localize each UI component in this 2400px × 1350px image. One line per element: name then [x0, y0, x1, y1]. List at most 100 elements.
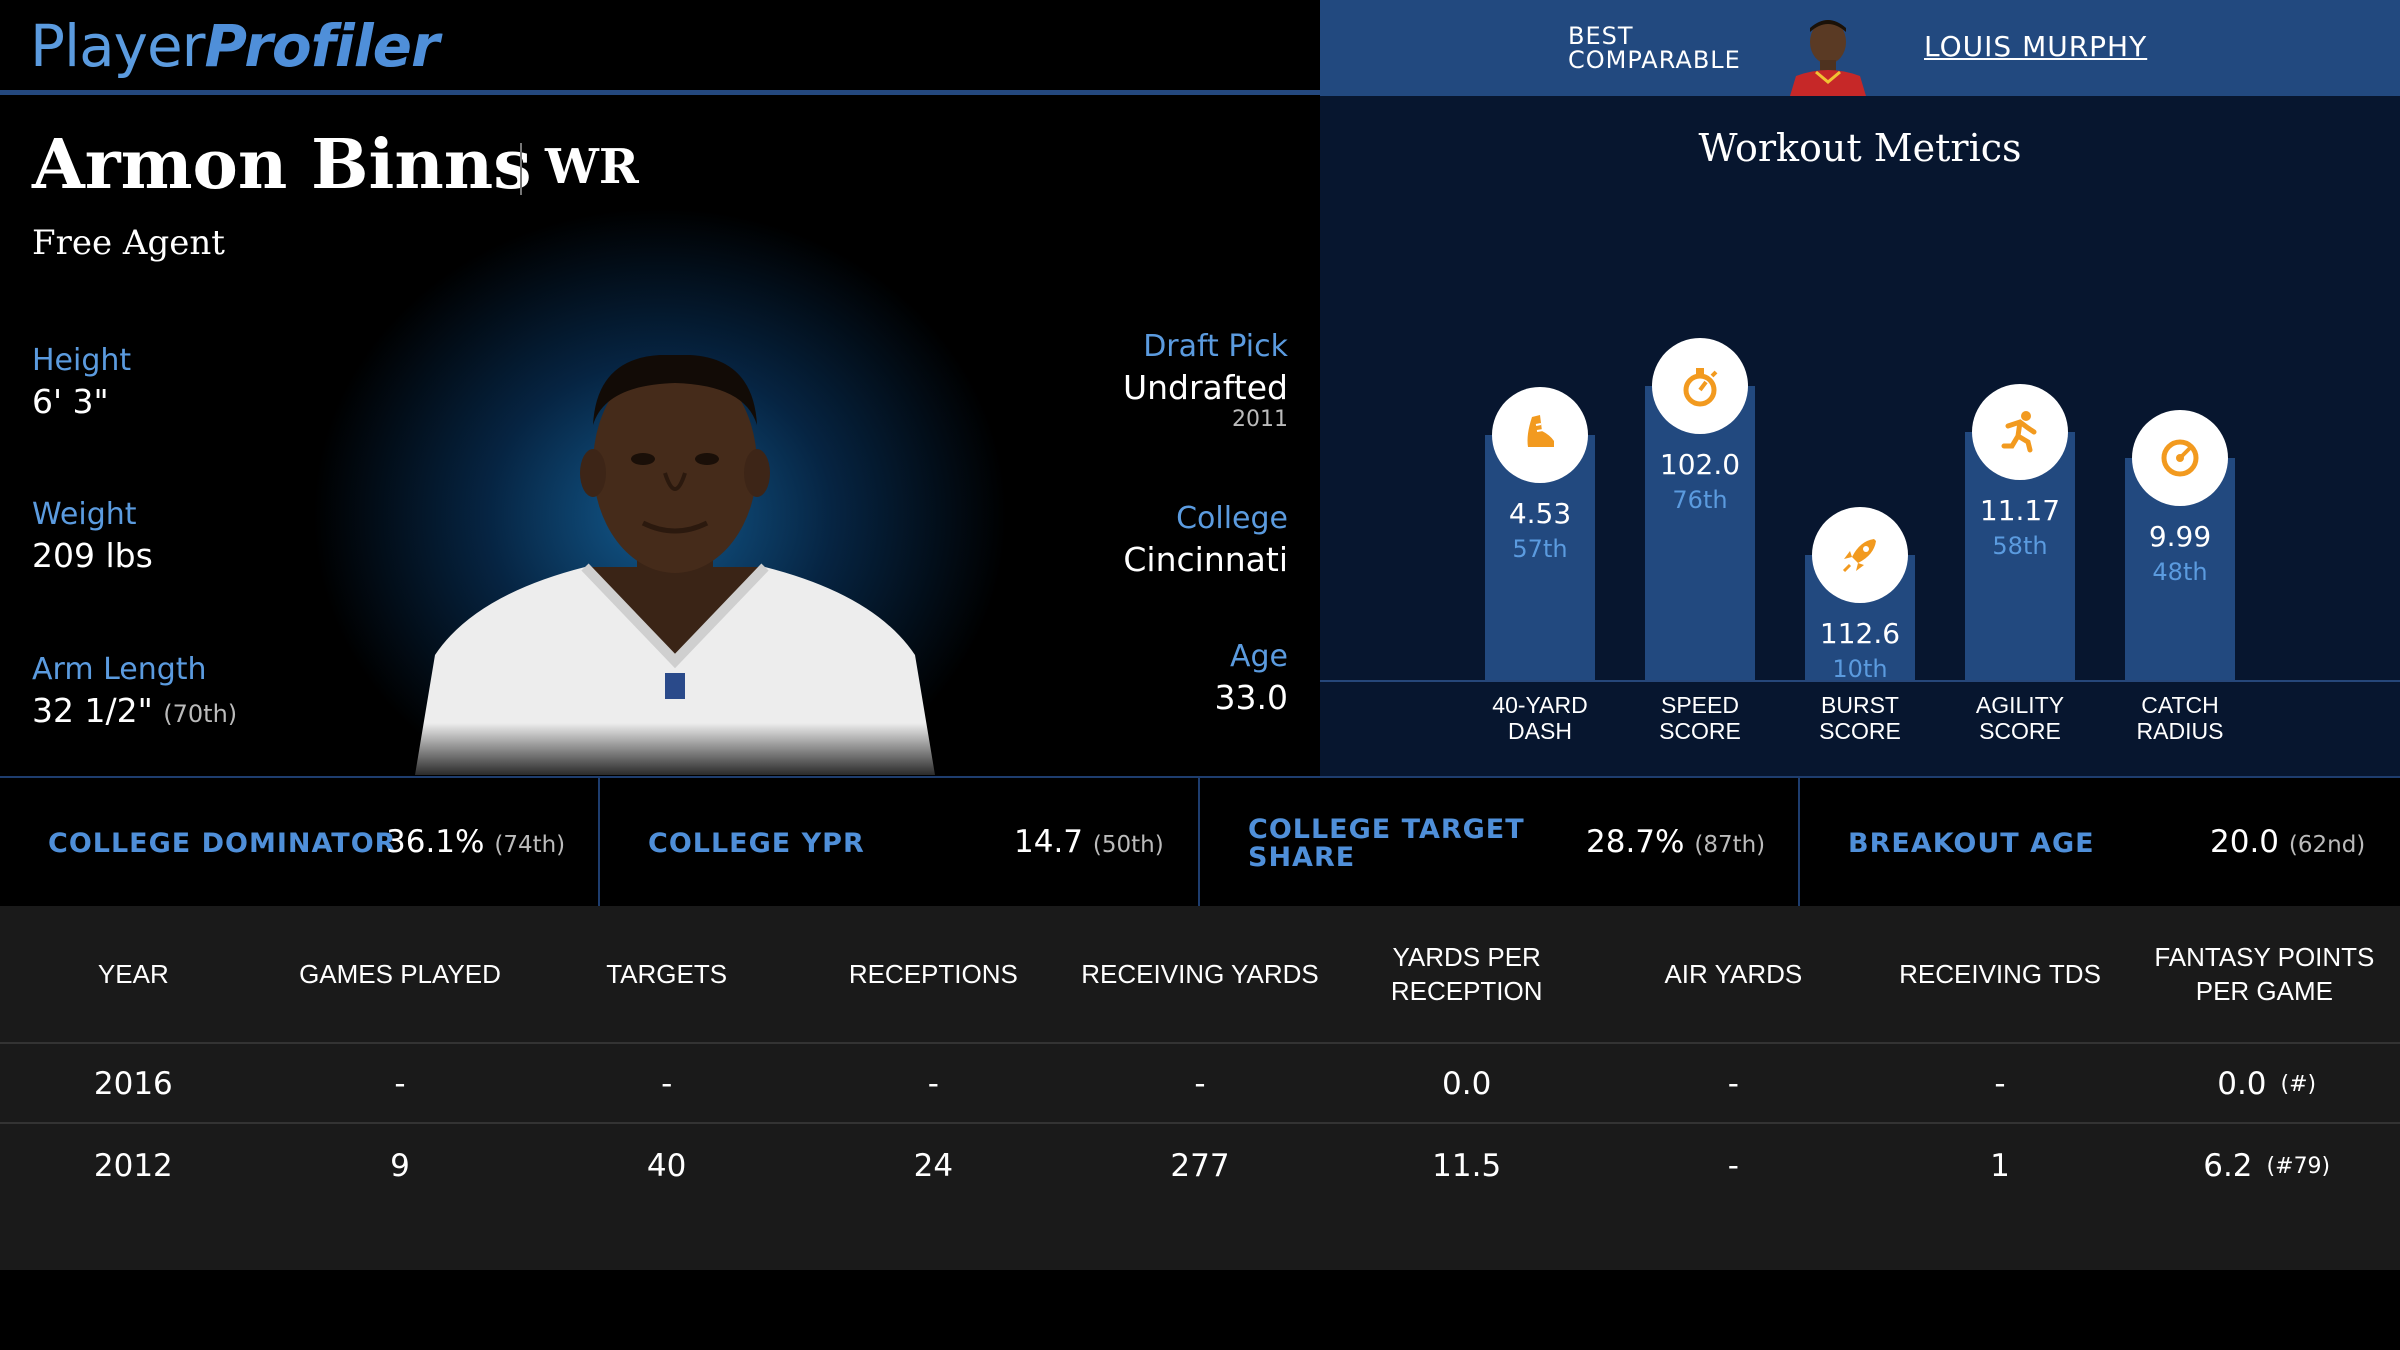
- arm-length-stat: Arm Length 32 1/2" (70th): [32, 652, 237, 730]
- workout-axis: [1320, 680, 2400, 682]
- fantasy-rank: (#): [2280, 1071, 2317, 1097]
- player-position: WR: [545, 139, 639, 195]
- metric-label: COLLEGE TARGET SHARE: [1248, 814, 1525, 873]
- table-header-cell[interactable]: RECEIVING YARDS: [1081, 959, 1319, 989]
- workout-metrics-panel: Workout Metrics 4.53 57th 40-YARD DASH 102.0…: [1320, 96, 2400, 776]
- table-header-cell[interactable]: FANTASY POINTS PER GAME: [2154, 942, 2375, 1006]
- workout-bar-value: 11.17: [1979, 494, 2061, 528]
- table-cell: -: [927, 1066, 939, 1102]
- weight-label: Weight: [32, 497, 137, 532]
- name-separator: [520, 143, 522, 195]
- fantasy-rank: (#79): [2266, 1153, 2331, 1179]
- height-label: Height: [32, 343, 132, 378]
- metric-value: 14.7 (50th): [1014, 824, 1164, 860]
- arm-length-label: Arm Length: [32, 652, 207, 687]
- metric-value: 36.1% (74th): [386, 824, 566, 860]
- best-comparable-link[interactable]: LOUIS MURPHY: [1924, 30, 2148, 63]
- table-header-cell[interactable]: RECEIVING TDS: [1899, 959, 2101, 989]
- height-value: 6' 3": [32, 382, 109, 421]
- metric-college-dominator: COLLEGE DOMINATOR 36.1% (74th): [0, 778, 598, 906]
- table-header-cell[interactable]: RECEPTIONS: [848, 959, 1018, 989]
- best-comparable-label: BEST COMPARABLE: [1568, 22, 1741, 74]
- weight-stat: Weight 209 lbs: [32, 497, 153, 575]
- rocket-icon: [1812, 506, 1908, 603]
- workout-bar-label: AGILITY SCORE: [1975, 692, 2065, 744]
- player-team: Free Agent: [32, 223, 225, 263]
- best-comparable-bar: BEST COMPARABLE LOUIS MURPHY: [1320, 0, 2400, 96]
- workout-bar-label: BURST SCORE: [1819, 692, 1901, 744]
- workout-bar[interactable]: [1645, 386, 1755, 680]
- table-row-divider: [0, 1042, 2400, 1044]
- table-header-cell[interactable]: TARGETS: [606, 959, 728, 989]
- workout-bar-value: 4.53: [1508, 496, 1572, 530]
- table-cell: -: [1727, 1066, 1739, 1102]
- logo-text-player: Player: [30, 12, 205, 80]
- arm-length-rank: (70th): [163, 700, 238, 728]
- stopwatch-icon: [1652, 338, 1748, 435]
- weight-value: 209 lbs: [32, 536, 153, 575]
- workout-bar-percentile: 48th: [2152, 557, 2208, 586]
- metric-divider: [1798, 778, 1800, 906]
- table-header-cell[interactable]: YARDS PER RECEPTION: [1390, 942, 1543, 1006]
- table-cell: -: [661, 1066, 673, 1102]
- table-header-cell[interactable]: GAMES PLAYED: [299, 959, 501, 989]
- workout-bar-value: 112.6: [1819, 616, 1901, 650]
- college-value: Cincinnati: [1123, 540, 1288, 579]
- workout-bar-label: 40-YARD DASH: [1492, 692, 1588, 744]
- player-panel: Armon Binns WR Free Agent Height 6' 3" W…: [0, 95, 1320, 775]
- metric-breakout-age: BREAKOUT AGE 20.0 (62nd): [1800, 778, 2400, 906]
- page-footer-space: [0, 1270, 2400, 1350]
- table-cell: 1: [1990, 1148, 2010, 1184]
- player-photo: [415, 355, 935, 775]
- table-cell: -: [1727, 1148, 1739, 1184]
- workout-bar-value: 9.99: [2148, 519, 2212, 553]
- metric-divider: [1198, 778, 1200, 906]
- age-label: Age: [1229, 639, 1288, 674]
- table-cell: 2016: [93, 1066, 173, 1102]
- shoe-icon: [1492, 386, 1588, 483]
- site-logo[interactable]: PlayerProfiler: [30, 12, 440, 80]
- age-value: 33.0: [1214, 678, 1288, 717]
- table-cell: -: [1994, 1066, 2006, 1102]
- draft-pick-value: Undrafted: [1122, 368, 1288, 407]
- height-stat: Height 6' 3": [32, 343, 131, 421]
- table-cell: 277: [1170, 1148, 1230, 1184]
- table-cell: 2012: [93, 1148, 173, 1184]
- table-cell: 9: [390, 1148, 410, 1184]
- table-header-cell[interactable]: AIR YARDS: [1664, 959, 1803, 989]
- table-cell: 24: [913, 1148, 954, 1184]
- workout-bar-value: 102.0: [1659, 448, 1741, 482]
- table-cell: 11.5: [1432, 1148, 1502, 1184]
- metric-label: COLLEGE YPR: [648, 828, 865, 859]
- arm-length-value: 32 1/2" (70th): [32, 691, 238, 730]
- workout-bar-label: CATCH RADIUS: [2136, 692, 2224, 744]
- metric-college-ypr: COLLEGE YPR 14.7 (50th): [600, 778, 1198, 906]
- runner-icon: [1972, 384, 2068, 481]
- table-cell: 40: [646, 1148, 687, 1184]
- metric-label: BREAKOUT AGE: [1848, 828, 2095, 859]
- college-label: College: [1176, 501, 1288, 536]
- season-stats-table: YEAR GAMES PLAYED TARGETS RECEPTIONS RECEIVI…: [0, 906, 2400, 1270]
- workout-bar-percentile: 58th: [1992, 532, 2048, 561]
- metric-label: COLLEGE DOMINATOR: [48, 828, 397, 859]
- metric-value: 20.0 (62nd): [2210, 824, 2366, 860]
- header-divider: [0, 90, 1320, 95]
- college-metrics-strip: COLLEGE DOMINATOR 36.1% (74th) COLLEGE Y…: [0, 776, 2400, 906]
- target-icon: [2132, 409, 2228, 506]
- metric-value: 28.7% (87th): [1586, 824, 1766, 860]
- table-row-divider: [0, 1122, 2400, 1124]
- draft-year: 2011: [1232, 407, 1288, 432]
- comparable-player-avatar[interactable]: [1786, 10, 1870, 96]
- table-cell: -: [1194, 1066, 1206, 1102]
- header-left: PlayerProfiler: [0, 0, 1320, 92]
- workout-bar-percentile: 76th: [1672, 486, 1728, 515]
- draft-pick-stat: Draft Pick Undrafted 2011: [1123, 329, 1288, 432]
- table-cell: 6.2 (#79): [2203, 1148, 2331, 1184]
- workout-bar-label: SPEED SCORE: [1659, 692, 1741, 744]
- metric-college-target-share: COLLEGE TARGET SHARE 28.7% (87th): [1200, 778, 1798, 906]
- table-cell: -: [394, 1066, 406, 1102]
- player-name: Armon Binns: [32, 125, 532, 205]
- logo-text-profiler: Profiler: [204, 12, 440, 80]
- table-header-cell[interactable]: YEAR: [97, 959, 169, 989]
- metric-divider: [598, 778, 600, 906]
